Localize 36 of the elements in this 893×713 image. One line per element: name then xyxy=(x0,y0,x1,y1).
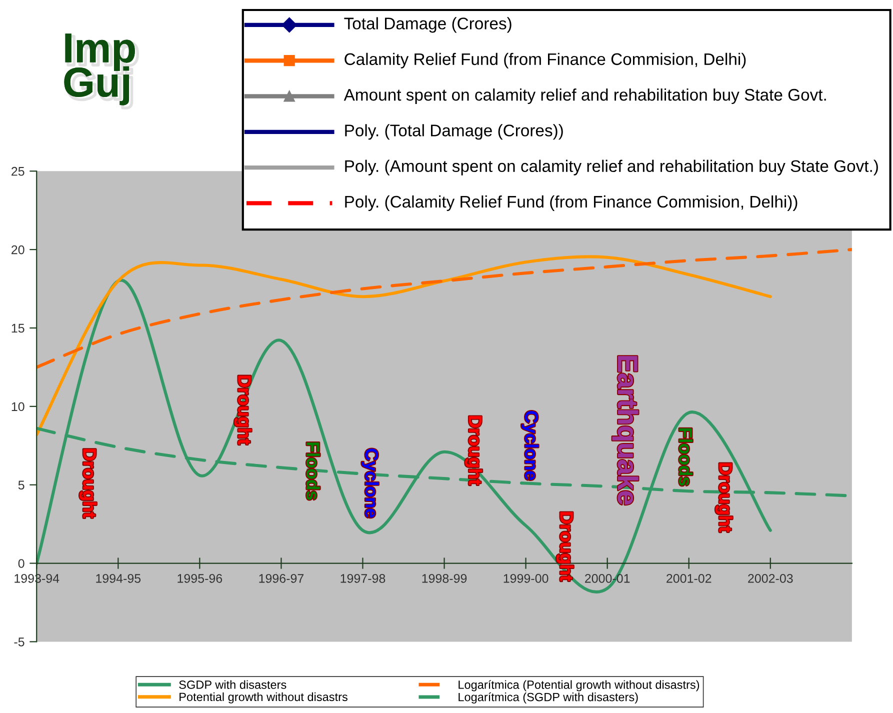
x-tick-label: 2002-03 xyxy=(748,574,793,583)
x-tick-label: 1994-95 xyxy=(96,574,141,583)
y-tick-label: 5 xyxy=(18,480,24,490)
annotation: Poly. (Amount spent on calamity relief and rehabilitation buy State Govt.) xyxy=(345,160,878,176)
annotation: Poly. (Calamity Relief Fund (from Finance Commision, Delhi)) xyxy=(345,195,798,211)
annotation: Floods xyxy=(679,428,692,486)
annotation: Cyclone xyxy=(362,448,378,518)
text: Calamity Relief Fund (from Finance Commision, Delhi) xyxy=(344,52,746,68)
legend-label: Potential growth without disastrs xyxy=(180,692,348,704)
text: Amount spent on calamity relief and rehabilitation buy State Govt. xyxy=(344,88,826,104)
y-tick-label: 15 xyxy=(12,324,24,333)
annotation: Cyclone xyxy=(521,411,538,480)
legend-label: Logarítmica (SGDP with disasters) xyxy=(458,692,638,704)
annotation: Drought xyxy=(715,463,732,532)
x-tick-label: 1996-97 xyxy=(259,574,304,583)
annotation: Drought xyxy=(556,512,574,582)
x-tick-label: 1999-00 xyxy=(504,574,548,583)
x-tick-label: 1997-98 xyxy=(340,574,386,583)
x-tick-label: 2001-02 xyxy=(666,574,712,583)
y-tick-label: 20 xyxy=(12,245,24,254)
annotation: Floods xyxy=(306,442,320,500)
annotation: Drought xyxy=(465,416,482,486)
x-tick-label: 1995-96 xyxy=(178,574,222,583)
y-tick-label: 0 xyxy=(18,559,24,568)
y-tick-label: -5 xyxy=(14,638,24,646)
y-tick-label: 10 xyxy=(12,402,24,412)
text: Total Damage (Crores) xyxy=(344,17,512,33)
x-tick-label: 1998-99 xyxy=(422,574,467,583)
annotation: Drought xyxy=(234,376,252,445)
y-tick-label: 25 xyxy=(12,166,24,176)
text: Poly. (Total Damage (Crores)) xyxy=(345,124,563,140)
legend-label: SGDP with disasters xyxy=(179,680,286,689)
annotation: Earthquake xyxy=(612,356,638,505)
annotation: Drought xyxy=(80,449,96,518)
legend-label: Logarítmica (Potential growth without disastrs) xyxy=(458,680,700,692)
chart-title: Imp Guj xyxy=(64,34,138,108)
